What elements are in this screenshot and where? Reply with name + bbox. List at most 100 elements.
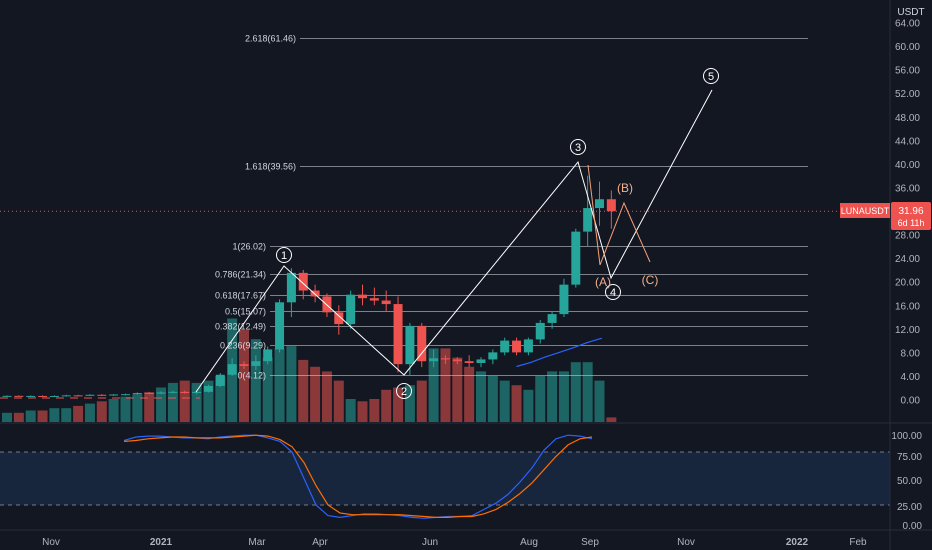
time-axis[interactable]: Nov 2021 Mar Apr Jun Aug Sep Nov 2022 Feb	[42, 537, 867, 548]
volume-bar	[49, 408, 60, 422]
volume-bar	[73, 405, 84, 422]
price-axis-label: 36.00	[895, 183, 920, 194]
wave-label-3: 3	[575, 142, 581, 154]
price-axis-label: 20.00	[895, 278, 920, 289]
volume-bar	[416, 380, 427, 422]
volume-bar	[606, 417, 617, 422]
abc-label-c: (C)	[642, 273, 659, 287]
candle-body	[488, 352, 498, 360]
candle-body	[559, 284, 569, 315]
time-axis-label: Feb	[849, 537, 867, 548]
candle-body	[440, 358, 450, 360]
wave-label-circle	[276, 247, 292, 263]
price-axis-label: 56.00	[895, 66, 920, 77]
fib-level-label: 0(4.12)	[237, 371, 266, 381]
price-axis-label: 52.00	[895, 89, 920, 100]
candle-body	[2, 395, 12, 397]
volume-bar	[594, 380, 605, 422]
elliott-wave-drawing[interactable]: 1 2 3 4 5	[195, 68, 719, 399]
price-axis-label: 12.00	[895, 325, 920, 336]
time-axis-label: Apr	[312, 537, 328, 548]
candle-body	[49, 395, 59, 397]
candle-body	[464, 361, 474, 363]
candle-body	[417, 325, 427, 362]
candle-body	[192, 391, 202, 394]
volume-bar	[310, 366, 321, 422]
volume-bar	[239, 330, 249, 422]
fib-level-label: 0.236(9.29)	[220, 341, 266, 351]
last-price-badge-bg	[891, 202, 931, 230]
time-axis-label: 2022	[786, 537, 809, 548]
time-axis-label: Nov	[42, 537, 60, 548]
candle-body	[500, 340, 510, 353]
wave-label-circle	[570, 139, 586, 155]
volume-bar	[570, 362, 581, 422]
time-axis-label: 2021	[150, 537, 173, 548]
stoch-axis-label: 75.00	[897, 452, 922, 463]
stochastic-axis[interactable]: 100.00 75.00 50.00 25.00 0.00	[891, 431, 922, 532]
volume-bar	[298, 359, 309, 422]
price-axis[interactable]: 64.00 60.00 56.00 52.00 48.00 44.00 40.00 36.00…	[895, 19, 920, 407]
volume-bar	[333, 380, 344, 422]
volume-bar	[13, 412, 24, 422]
fib-level-label: 0.382(12.49)	[215, 322, 266, 332]
stoch-axis-label: 0.00	[903, 521, 923, 532]
stoch-axis-label: 100.00	[891, 431, 922, 442]
volume-bar	[381, 389, 392, 422]
price-axis-label: 28.00	[895, 231, 920, 242]
candle-body	[381, 300, 391, 305]
candle-body	[61, 395, 71, 397]
volume-bar	[582, 362, 593, 422]
candle-body	[180, 391, 190, 394]
stoch-axis-label: 50.00	[897, 476, 922, 487]
price-axis-label: 8.00	[901, 348, 921, 359]
fib-level-label: 1(26.02)	[232, 242, 266, 252]
symbol-badge-text: LUNAUSDT	[841, 206, 890, 216]
candle-body	[595, 199, 604, 209]
price-axis-label: 40.00	[895, 160, 920, 171]
candle-body	[298, 272, 308, 291]
volume-bar	[179, 380, 190, 422]
price-axis-label: 48.00	[895, 113, 920, 124]
candle-body	[132, 393, 142, 395]
symbol-badge-bg	[840, 203, 890, 218]
time-axis-label: Nov	[677, 537, 695, 548]
volume-bar	[464, 366, 475, 422]
stochastic-d-line	[123, 434, 593, 519]
candlesticks	[2, 175, 616, 397]
fib-level-label: 0.618(17.67)	[215, 291, 266, 301]
candle-body	[369, 298, 379, 301]
volume-bar	[321, 371, 332, 422]
symbol-badge: LUNAUSDT	[840, 203, 890, 218]
price-axis-label: 44.00	[895, 136, 920, 147]
candle-body	[606, 199, 616, 212]
last-price-value: 31.96	[898, 206, 923, 217]
candle-body	[97, 394, 107, 396]
volume-bar	[369, 399, 380, 422]
time-axis-label: Jun	[422, 537, 438, 548]
candle-body	[476, 359, 486, 363]
volume-bar	[96, 401, 107, 422]
candle-body	[227, 364, 237, 375]
volume-bar	[108, 399, 119, 422]
candle-body	[73, 395, 83, 397]
volume-bar	[404, 385, 415, 422]
volume-bar	[547, 371, 558, 422]
wave-label-1: 1	[281, 250, 287, 262]
volume-bar	[428, 348, 439, 422]
wave-label-4: 4	[610, 287, 616, 299]
candle-body	[310, 290, 320, 297]
fib-level-label: 1.618(39.56)	[245, 162, 296, 172]
volume-bar	[37, 410, 48, 422]
volume-bar	[144, 392, 155, 422]
candle-body	[547, 314, 557, 323]
abc-label-b: (B)	[617, 181, 633, 195]
volume-bar	[132, 394, 143, 422]
volume-bar	[156, 387, 167, 422]
candle-body	[286, 272, 296, 303]
abc-correction-drawing[interactable]: (A) (B) (C)	[587, 164, 659, 289]
volume-bar	[487, 376, 498, 422]
volume-bar	[191, 382, 202, 422]
